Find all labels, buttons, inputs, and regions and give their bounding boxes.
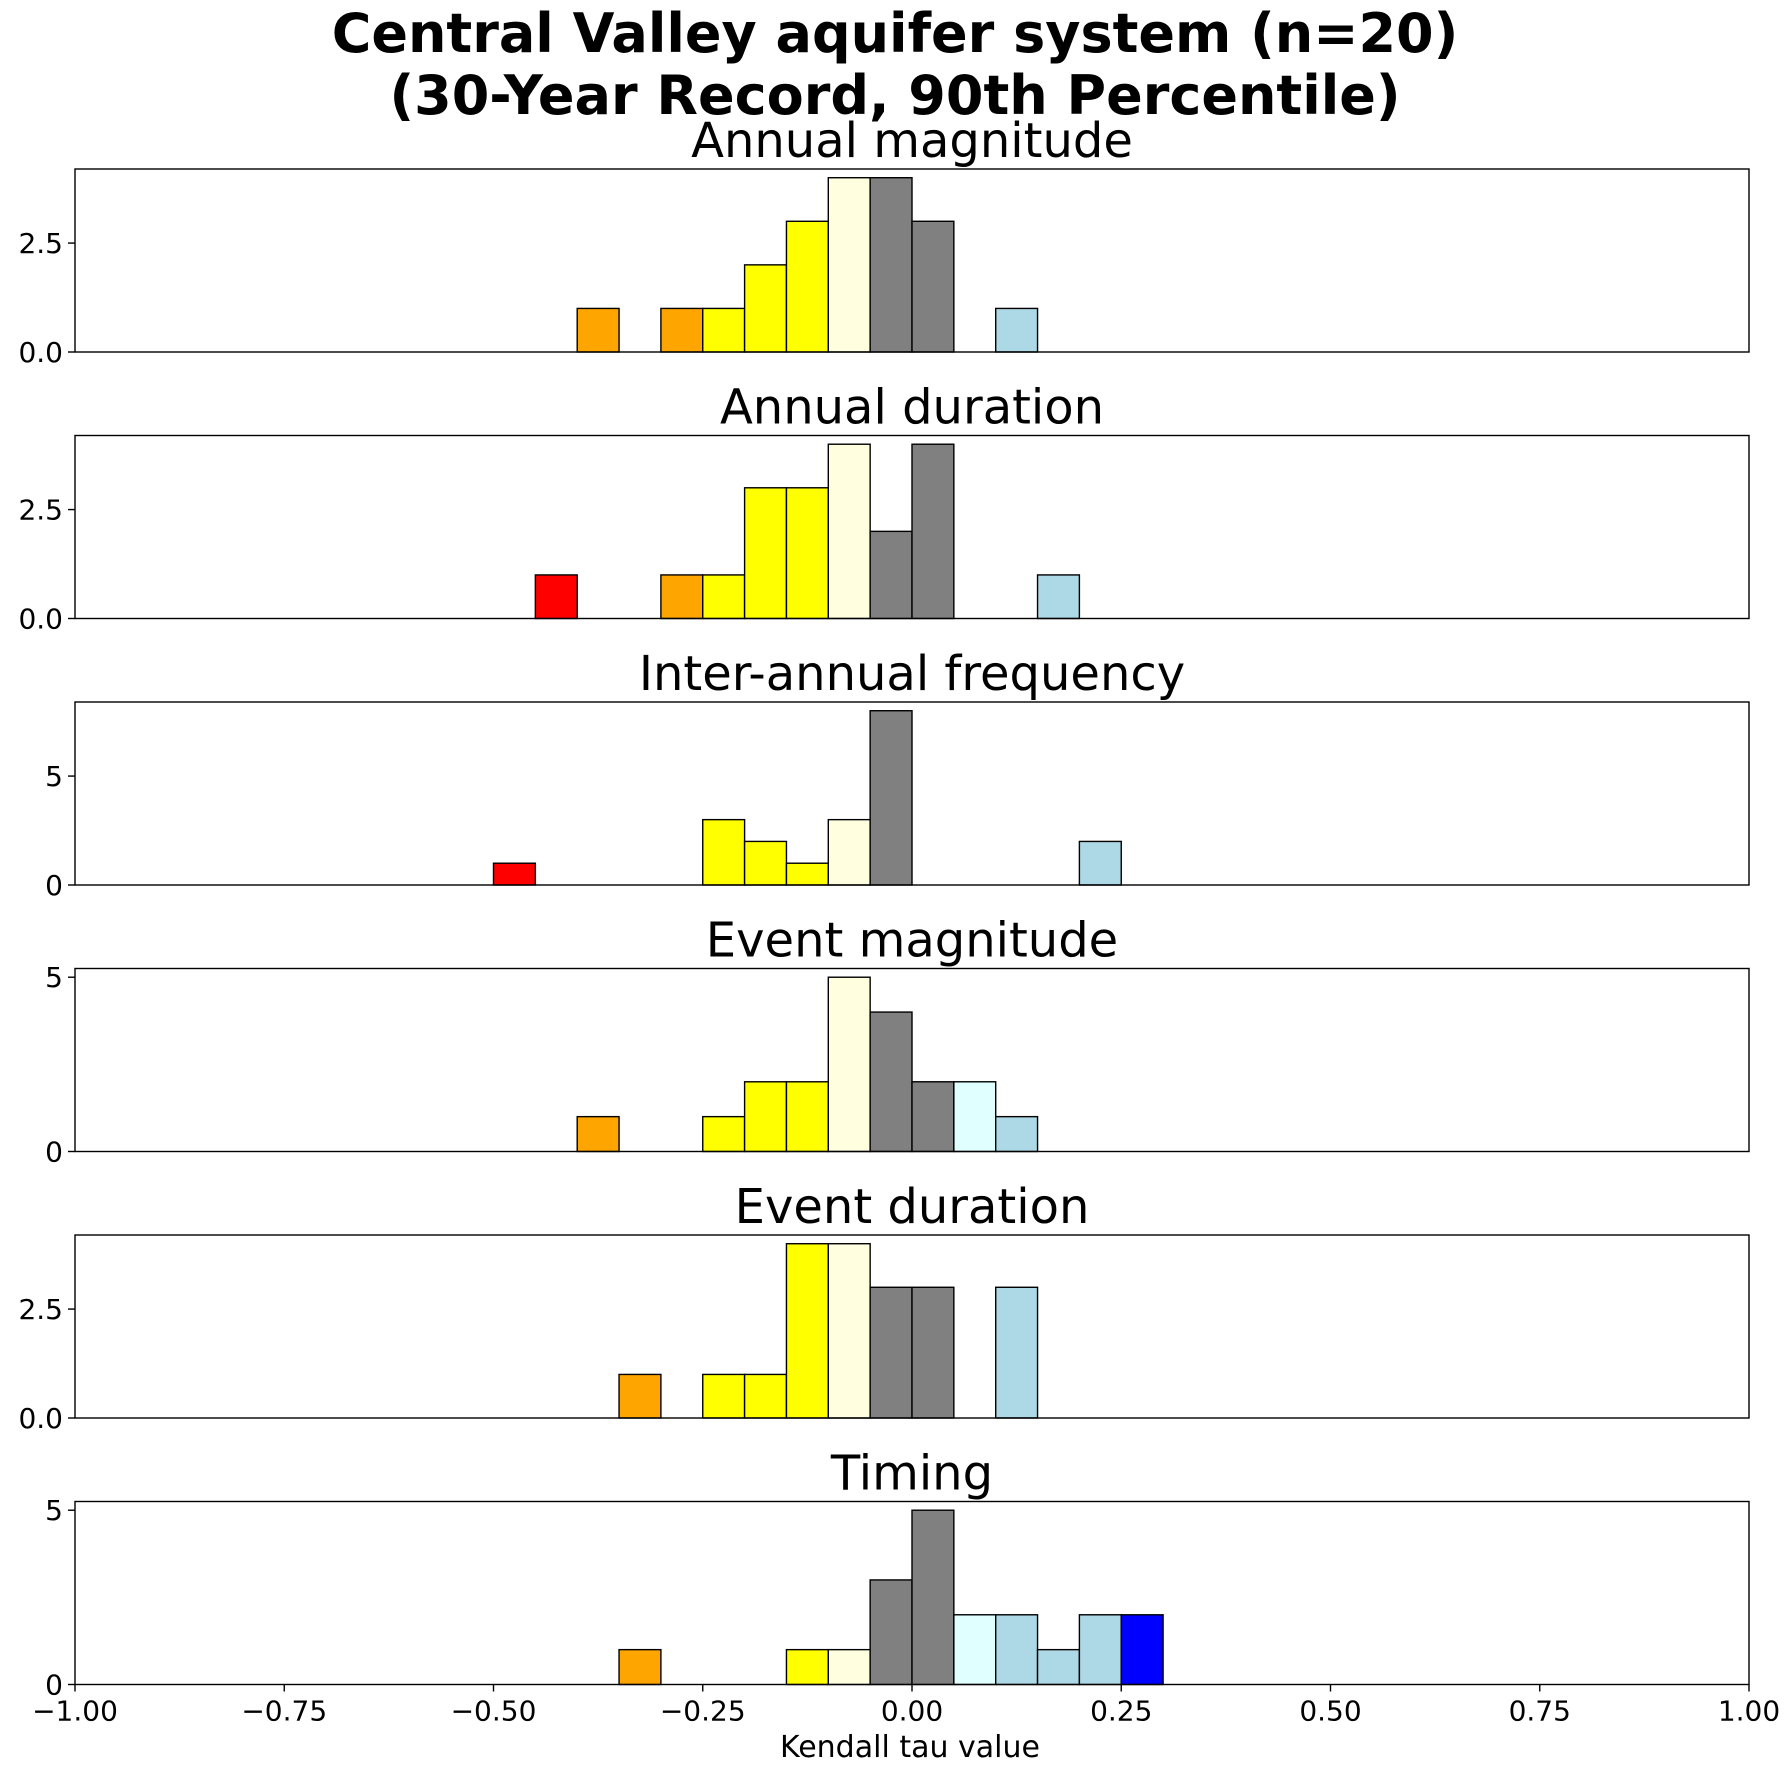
histogram-bar [869,530,913,620]
panel-title: Annual magnitude [691,113,1133,169]
panel-frame [74,701,1750,886]
panel-title: Inter-annual frequency [639,646,1185,702]
y-tick-label: 2.5 [18,494,63,527]
histogram-bar [785,1243,830,1419]
histogram-bar [534,574,578,620]
x-tick-label: −1.00 [32,1695,118,1728]
histogram-bar [995,307,1039,353]
shared-x-axis: −1.00 −0.75 −0.50 −0.25 0.00 0.25 0.50 0.75 1.00 [32,1684,1780,1728]
histogram-bar [827,177,871,353]
y-tick-label: 5 [45,1494,63,1527]
histogram-bar [869,177,913,353]
y-tick-label: 0 [45,869,63,902]
histogram-bar [576,1115,620,1153]
histogram-bar [576,307,620,353]
histogram-bar [785,1081,830,1153]
panel-4: Event magnitude 0 5 [45,913,1750,1169]
panel-title: Timing [830,1446,993,1502]
histogram-bar [743,264,788,353]
histogram-bar [911,443,955,620]
histogram-bar [743,840,788,886]
histogram-bar [995,1614,1039,1686]
panel-1: Annual magnitude 0.0 2.5 [18,113,1750,369]
x-tick-label: −0.50 [451,1695,537,1728]
histogram-bar [702,818,746,886]
histogram-bar [911,1509,955,1686]
histogram-bar [869,1286,913,1419]
histogram-bar [492,862,537,886]
histogram-bar [1120,1614,1164,1686]
figure-title-line-2: (30-Year Record, 90th Percentile) [389,64,1400,127]
histogram-bar [995,1115,1039,1153]
histogram-bar [953,1614,997,1686]
y-tick-label: 0.0 [18,603,63,636]
y-tick-label: 2.5 [18,227,63,260]
x-tick-label: −0.75 [241,1695,327,1728]
y-tick-label: 0 [45,1669,63,1702]
x-tick-label: 1.00 [1718,1695,1780,1728]
histogram-bar [785,487,830,620]
histogram-bar [785,220,830,353]
histogram-bar [953,1081,997,1153]
panel-3: Inter-annual frequency 0 5 [45,646,1750,902]
histogram-bar [743,1081,788,1153]
figure-title-line-1: Central Valley aquifer system (n=20) [332,2,1459,65]
x-tick-label: 0.50 [1299,1695,1361,1728]
histogram-bar [911,1286,955,1419]
histogram-bar [660,307,704,353]
histogram-bar [618,1373,662,1419]
histogram-bar [702,307,746,353]
histogram-bar [618,1648,662,1686]
histogram-bar [827,1243,871,1419]
histogram-bar [743,1373,788,1419]
histogram-bar [702,1373,746,1419]
histogram-bar [995,1286,1039,1419]
histogram-bar [911,220,955,353]
panel-frame [74,168,1750,353]
panel-5: Event duration 0.0 2.5 [18,1179,1750,1435]
x-axis-label: Kendall tau value [780,1730,1040,1765]
y-tick-label: 0.0 [18,1402,63,1435]
x-tick-label: 0.00 [881,1695,943,1728]
histogram-bar [911,1081,955,1153]
panel-frame [74,1234,1750,1419]
histogram-bar [869,1011,913,1153]
x-tick-label: 0.75 [1509,1695,1571,1728]
histogram-bar [827,976,871,1153]
histogram-bar [785,862,830,886]
panel-title: Event duration [735,1179,1090,1235]
panel-title: Annual duration [720,380,1104,436]
histogram-bar [1078,840,1122,886]
histogram-bar [702,1115,746,1153]
y-tick-label: 2.5 [18,1293,63,1326]
histogram-bar [702,574,746,620]
histogram-bar [660,574,704,620]
histogram-bar [869,1579,913,1686]
histogram-bar [785,1648,830,1686]
histogram-bar [869,710,913,886]
y-tick-label: 5 [45,961,63,994]
panel-2: Annual duration 0.0 2.5 [18,380,1750,636]
panel-frame [74,967,1750,1153]
x-tick-label: 0.25 [1090,1695,1152,1728]
histogram-bar [1078,1614,1122,1686]
panel-6: Timing 0 5 [45,1446,1750,1702]
y-tick-label: 0.0 [18,336,63,369]
histogram-bar [827,818,871,886]
y-tick-label: 5 [45,760,63,793]
x-tick-label: −0.25 [660,1695,746,1728]
y-tick-label: 0 [45,1136,63,1169]
panel-frame [74,434,1750,620]
histogram-bar [1036,574,1081,620]
histogram-bar [827,1648,871,1686]
histogram-bar [827,443,871,620]
histogram-bar [1036,1648,1081,1686]
panels-group: Annual magnitude 0.0 2.5 Annual duration 0.0… [18,113,1750,1702]
panel-title: Event magnitude [706,913,1118,969]
histogram-bar [743,487,788,620]
